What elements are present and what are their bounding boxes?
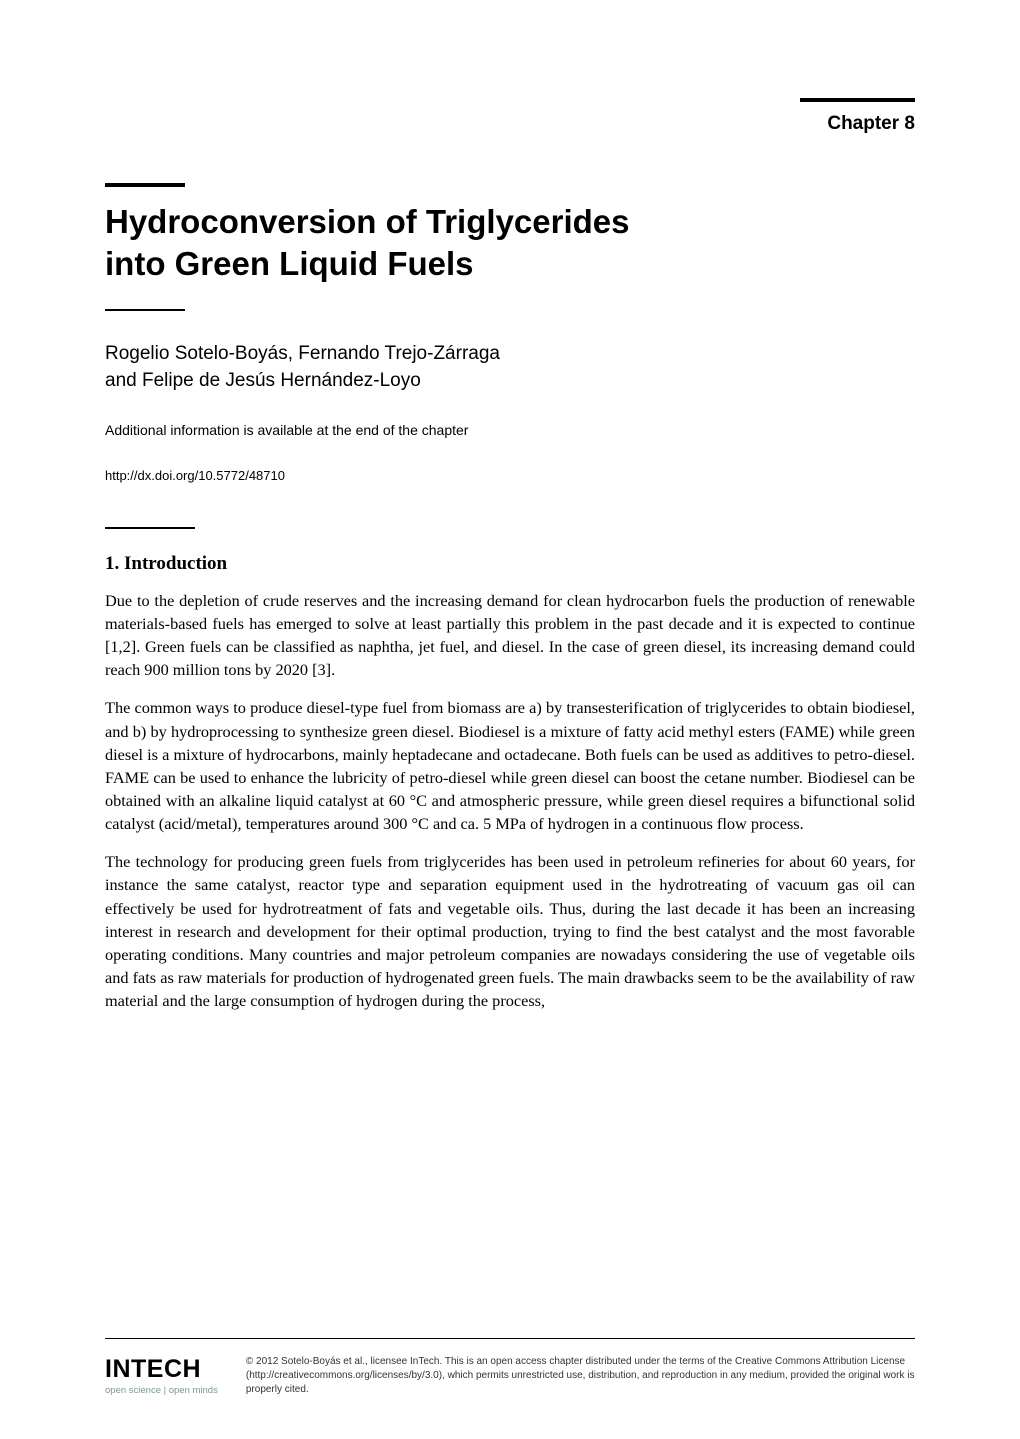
chapter-title: Hydroconversion of Triglycerides into Gr… — [105, 201, 915, 285]
page-footer: INTECH open science | open minds © 2012 … — [105, 1338, 915, 1397]
additional-info: Additional information is available at t… — [105, 422, 915, 438]
title-line-2: into Green Liquid Fuels — [105, 245, 474, 282]
copyright-text: © 2012 Sotelo-Boyás et al., licensee InT… — [246, 1355, 915, 1397]
chapter-header: Chapter 8 — [105, 95, 915, 135]
footer-rule — [105, 1338, 915, 1339]
authors-rule — [105, 309, 185, 311]
title-rule — [105, 183, 185, 187]
section-heading: 1. Introduction — [105, 553, 915, 575]
doi-link: http://dx.doi.org/10.5772/48710 — [105, 468, 915, 483]
chapter-rule — [800, 98, 915, 102]
paragraph-2: The common ways to produce diesel-type f… — [105, 696, 915, 835]
paragraph-1: Due to the depletion of crude reserves a… — [105, 589, 915, 682]
logo-tagline: open science | open minds — [105, 1385, 218, 1396]
section-rule — [105, 527, 195, 529]
authors-line-1: Rogelio Sotelo-Boyás, Fernando Trejo-Zár… — [105, 343, 500, 364]
publisher-logo: INTECH open science | open minds — [105, 1355, 218, 1396]
authors-line-2: and Felipe de Jesús Hernández-Loyo — [105, 370, 421, 391]
authors: Rogelio Sotelo-Boyás, Fernando Trejo-Zár… — [105, 341, 915, 393]
chapter-label: Chapter 8 — [105, 113, 915, 135]
title-line-1: Hydroconversion of Triglycerides — [105, 203, 630, 240]
paragraph-3: The technology for producing green fuels… — [105, 850, 915, 1012]
logo-text: INTECH — [105, 1355, 218, 1384]
footer-content: INTECH open science | open minds © 2012 … — [105, 1355, 915, 1397]
